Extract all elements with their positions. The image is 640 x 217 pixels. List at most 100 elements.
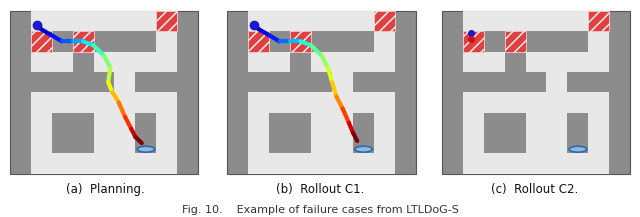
Text: (a)  Planning.: (a) Planning. <box>66 183 145 196</box>
Bar <box>353 11 374 31</box>
Bar <box>588 153 609 174</box>
Text: Fig. 10.    Example of failure cases from LTLDoG-S: Fig. 10. Example of failure cases from L… <box>182 205 458 215</box>
Bar <box>484 11 504 31</box>
Bar <box>332 72 353 92</box>
Bar <box>332 153 353 174</box>
Bar <box>504 11 525 31</box>
Bar <box>547 113 568 133</box>
Bar <box>547 133 568 153</box>
Bar <box>248 31 269 52</box>
Bar <box>547 153 568 174</box>
Bar <box>353 153 374 174</box>
Bar <box>156 31 177 52</box>
Bar <box>136 92 156 113</box>
Bar <box>269 153 290 174</box>
Bar <box>353 92 374 113</box>
Bar <box>547 52 568 72</box>
Bar <box>588 52 609 72</box>
Bar <box>332 11 353 31</box>
Bar <box>156 52 177 72</box>
Bar <box>269 92 290 113</box>
Bar <box>72 31 93 52</box>
Bar <box>156 92 177 113</box>
Bar <box>463 153 484 174</box>
Bar <box>156 133 177 153</box>
Bar <box>72 31 93 52</box>
Bar <box>31 11 52 31</box>
Bar <box>31 92 52 113</box>
Bar <box>290 153 311 174</box>
Bar <box>290 31 311 52</box>
Bar <box>374 113 395 133</box>
Bar <box>525 92 547 113</box>
Bar <box>248 92 269 113</box>
Bar <box>525 133 547 153</box>
Bar <box>374 11 395 31</box>
Bar <box>568 11 588 31</box>
Text: (c)  Rollout C2.: (c) Rollout C2. <box>491 183 578 196</box>
Bar <box>93 52 115 72</box>
Bar <box>72 11 93 31</box>
Bar <box>463 52 484 72</box>
Bar <box>568 153 588 174</box>
Bar <box>269 11 290 31</box>
Bar <box>463 31 484 52</box>
Bar <box>568 92 588 113</box>
Bar <box>31 31 52 52</box>
Bar <box>136 153 156 174</box>
Bar <box>248 31 269 52</box>
Bar <box>525 113 547 133</box>
Bar <box>156 11 177 31</box>
Bar <box>374 11 395 31</box>
Bar <box>115 153 136 174</box>
Bar <box>10 11 198 174</box>
Bar <box>504 153 525 174</box>
Bar <box>588 92 609 113</box>
Bar <box>248 52 269 72</box>
Bar <box>248 31 269 52</box>
Bar <box>463 113 484 133</box>
Bar <box>311 92 332 113</box>
Bar <box>588 31 609 52</box>
Bar <box>374 133 395 153</box>
Bar <box>525 153 547 174</box>
Bar <box>248 113 269 133</box>
Bar <box>311 52 332 72</box>
Bar <box>52 153 72 174</box>
Bar <box>332 113 353 133</box>
Bar <box>547 11 568 31</box>
Bar <box>115 113 136 133</box>
Bar <box>484 52 504 72</box>
Bar <box>93 113 115 133</box>
Bar <box>248 133 269 153</box>
Bar <box>156 11 177 31</box>
Bar <box>115 72 136 92</box>
Bar <box>332 133 353 153</box>
Bar <box>93 11 115 31</box>
Bar <box>353 52 374 72</box>
Bar <box>227 11 416 174</box>
Bar <box>463 11 484 31</box>
Bar <box>136 11 156 31</box>
Bar <box>332 92 353 113</box>
Bar <box>588 133 609 153</box>
Bar <box>442 11 630 174</box>
Bar <box>93 153 115 174</box>
Bar <box>31 52 52 72</box>
Bar <box>93 92 115 113</box>
Bar <box>463 31 484 52</box>
Bar <box>374 52 395 72</box>
Bar <box>52 92 72 113</box>
Bar <box>115 11 136 31</box>
Bar <box>136 52 156 72</box>
Bar <box>484 92 504 113</box>
Bar <box>374 11 395 31</box>
Bar <box>115 133 136 153</box>
Circle shape <box>569 146 587 152</box>
Bar <box>463 31 484 52</box>
Bar <box>547 92 568 113</box>
Bar <box>290 11 311 31</box>
Bar <box>156 113 177 133</box>
Bar <box>115 92 136 113</box>
Bar <box>588 11 609 31</box>
